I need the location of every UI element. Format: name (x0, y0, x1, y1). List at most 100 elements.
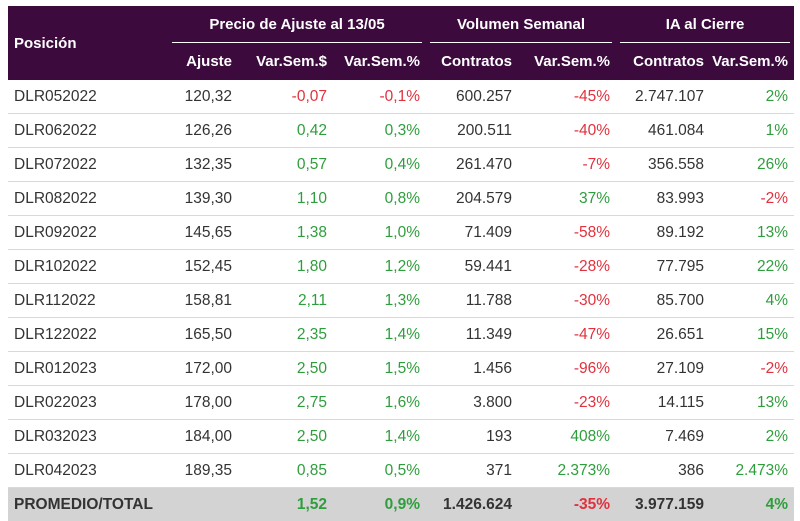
volume-var-cell: -45% (518, 80, 616, 114)
var-usd-cell: 1,80 (238, 250, 333, 284)
position-cell: DLR102022 (8, 250, 168, 284)
var-pct-cell: 1,4% (333, 420, 426, 454)
volume-var-cell: -7% (518, 148, 616, 182)
volume-cell: 371 (426, 454, 518, 488)
open-interest-var-cell: 1% (710, 114, 794, 148)
ajuste-cell: 139,30 (168, 182, 238, 216)
position-header: Posición (8, 6, 168, 80)
position-cell: DLR092022 (8, 216, 168, 250)
position-cell: DLR032023 (8, 420, 168, 454)
open-interest-cell: 2.747.107 (616, 80, 710, 114)
volume-cell: 193 (426, 420, 518, 454)
open-interest-cell: 14.115 (616, 386, 710, 420)
total-ajuste (168, 488, 238, 521)
var-usd-cell: 2,75 (238, 386, 333, 420)
volume-cell: 11.349 (426, 318, 518, 352)
open-interest-var-cell: 26% (710, 148, 794, 182)
ajuste-cell: 172,00 (168, 352, 238, 386)
total-ia: 3.977.159 (616, 488, 710, 521)
var-pct-cell: 0,8% (333, 182, 426, 216)
var-pct-cell: 0,3% (333, 114, 426, 148)
var-usd-cell: -0,07 (238, 80, 333, 114)
open-interest-var-cell: 2% (710, 420, 794, 454)
position-cell: DLR112022 (8, 284, 168, 318)
group-header-price: Precio de Ajuste al 13/05 (168, 6, 426, 43)
volume-var-cell: -47% (518, 318, 616, 352)
var-usd-cell: 0,57 (238, 148, 333, 182)
ajuste-cell: 165,50 (168, 318, 238, 352)
var-usd-cell: 2,35 (238, 318, 333, 352)
var-usd-cell: 1,38 (238, 216, 333, 250)
open-interest-var-cell: 22% (710, 250, 794, 284)
col-header-vol-contratos: Contratos (426, 43, 518, 80)
ajuste-cell: 184,00 (168, 420, 238, 454)
open-interest-cell: 356.558 (616, 148, 710, 182)
col-header-ia-var: Var.Sem.% (710, 43, 794, 80)
var-usd-cell: 0,85 (238, 454, 333, 488)
open-interest-var-cell: 15% (710, 318, 794, 352)
var-usd-cell: 2,50 (238, 352, 333, 386)
futures-table-container: Posición Precio de Ajuste al 13/05 Volum… (8, 6, 794, 521)
header-row-groups: Posición Precio de Ajuste al 13/05 Volum… (8, 6, 794, 43)
volume-var-cell: -23% (518, 386, 616, 420)
volume-cell: 59.441 (426, 250, 518, 284)
open-interest-cell: 27.109 (616, 352, 710, 386)
open-interest-var-cell: 13% (710, 386, 794, 420)
total-vol-var: -35% (518, 488, 616, 521)
total-var-usd: 1,52 (238, 488, 333, 521)
ajuste-cell: 189,35 (168, 454, 238, 488)
volume-cell: 11.788 (426, 284, 518, 318)
col-header-vol-var: Var.Sem.% (518, 43, 616, 80)
open-interest-cell: 77.795 (616, 250, 710, 284)
volume-cell: 71.409 (426, 216, 518, 250)
volume-cell: 261.470 (426, 148, 518, 182)
var-pct-cell: 1,2% (333, 250, 426, 284)
open-interest-var-cell: 13% (710, 216, 794, 250)
var-pct-cell: 0,4% (333, 148, 426, 182)
open-interest-var-cell: -2% (710, 352, 794, 386)
var-pct-cell: 0,5% (333, 454, 426, 488)
open-interest-var-cell: 2.473% (710, 454, 794, 488)
ajuste-cell: 152,45 (168, 250, 238, 284)
position-cell: DLR082022 (8, 182, 168, 216)
volume-var-cell: -40% (518, 114, 616, 148)
total-row: PROMEDIO/TOTAL 1,52 0,9% 1.426.624 -35% … (8, 488, 794, 521)
ajuste-cell: 120,32 (168, 80, 238, 114)
total-var-pct: 0,9% (333, 488, 426, 521)
col-header-ajuste: Ajuste (168, 43, 238, 80)
position-cell: DLR052022 (8, 80, 168, 114)
volume-var-cell: 37% (518, 182, 616, 216)
open-interest-cell: 7.469 (616, 420, 710, 454)
open-interest-var-cell: 4% (710, 284, 794, 318)
open-interest-var-cell: 2% (710, 80, 794, 114)
var-pct-cell: -0,1% (333, 80, 426, 114)
var-pct-cell: 1,6% (333, 386, 426, 420)
var-pct-cell: 1,5% (333, 352, 426, 386)
ajuste-cell: 178,00 (168, 386, 238, 420)
var-pct-cell: 1,0% (333, 216, 426, 250)
volume-cell: 600.257 (426, 80, 518, 114)
var-usd-cell: 1,10 (238, 182, 333, 216)
open-interest-cell: 89.192 (616, 216, 710, 250)
volume-var-cell: -58% (518, 216, 616, 250)
open-interest-cell: 26.651 (616, 318, 710, 352)
var-usd-cell: 0,42 (238, 114, 333, 148)
futures-table: Posición Precio de Ajuste al 13/05 Volum… (8, 6, 794, 521)
open-interest-cell: 83.993 (616, 182, 710, 216)
col-header-var-pct: Var.Sem.% (333, 43, 426, 80)
var-usd-cell: 2,50 (238, 420, 333, 454)
volume-var-cell: -28% (518, 250, 616, 284)
position-cell: DLR042023 (8, 454, 168, 488)
position-cell: DLR062022 (8, 114, 168, 148)
